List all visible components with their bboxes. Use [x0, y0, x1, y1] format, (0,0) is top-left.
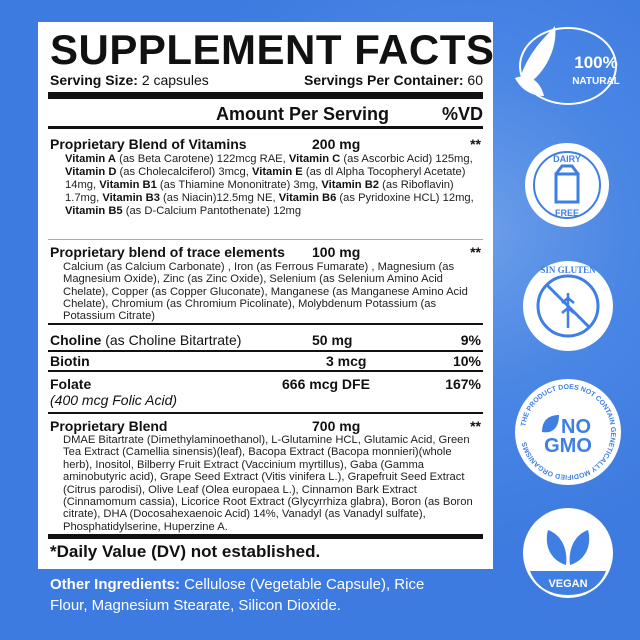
vitamin-source: (as Cholecalciferol) 3mcg, [116, 166, 252, 179]
folate-subtext: (400 mcg Folic Acid) [50, 392, 178, 408]
nutrient-row: Biotin 3 mcg 10% [50, 353, 481, 369]
trace-elements-details: Calcium (as Calcium Carbonate) , Iron (a… [63, 261, 468, 323]
vitamin-name: Vitamin C [288, 153, 341, 165]
vitamin-name: Vitamin B6 [278, 192, 337, 205]
blend-details: DMAE Bitartrate (Dimethylaminoethanol), … [63, 434, 473, 533]
serving-size-label: Serving Size: [50, 72, 138, 88]
nutrient-row: Proprietary blend of trace elements 100 … [50, 244, 481, 260]
thick-divider [48, 534, 483, 539]
vitamin-source: (as Riboflavin) 1.7mg, [65, 179, 454, 205]
badge-text: 100% [574, 53, 617, 72]
daily-value-note: *Daily Value (DV) not established. [50, 542, 321, 561]
nutrient-dv: 9% [460, 332, 481, 348]
gluten-free-icon: SIN GLUTEN [523, 261, 613, 351]
vitamin-name: Vitamin B3 [102, 192, 160, 205]
nutrient-name: Folate [50, 376, 92, 392]
nutrient-name: Choline [50, 332, 102, 348]
vitamin-name: Vitamin B5 [65, 205, 123, 218]
badge-text: SIN GLUTEN [540, 265, 596, 275]
vitamin-source: (as D-Calcium Pantothenate) 12mg [122, 205, 302, 218]
nutrient-dv: ** [470, 136, 481, 152]
other-ingredients-label: Other Ingredients: [50, 576, 181, 593]
natural-leaf-icon: 100% NATURAL [515, 26, 620, 105]
divider [48, 370, 483, 372]
panel-title: SUPPLEMENT FACTS [50, 26, 495, 73]
servings-label: Servings Per Container: [304, 72, 464, 88]
no-gmo-icon: THE PRODUCT DOES NOT CONTAIN GENETICALLY… [515, 379, 621, 485]
badge-text: NATURAL [572, 76, 620, 87]
dairy-free-icon: DAIRY FREE [525, 143, 609, 227]
leaf-icon [542, 415, 559, 433]
nutrient-amount: 700 mg [312, 418, 361, 434]
nutrient-dv: 167% [445, 376, 481, 392]
divider [48, 350, 483, 352]
dv-header: %VD [441, 104, 483, 124]
serving-size: 2 capsules [141, 72, 209, 88]
badge-text: GMO [544, 435, 592, 457]
supplement-facts-panel: SUPPLEMENT FACTS Serving Size: 2 capsule… [38, 22, 495, 569]
nutrient-row: Folate 666 mcg DFE 167% [50, 376, 481, 392]
badge-text: FREE [555, 208, 579, 218]
nutrient-note: (as Choline Bitartrate) [101, 332, 242, 348]
serving-info: Serving Size: 2 capsules Servings Per Co… [50, 72, 483, 88]
vitamin-source: (as Ascorbic Acid) 125mg, [340, 153, 473, 165]
nutrient-row: Proprietary Blend of Vitamins 200 mg ** [50, 136, 481, 152]
nutrient-amount: 50 mg [312, 332, 353, 348]
divider [48, 323, 483, 325]
servings: 60 [467, 72, 483, 88]
vitamin-name: Vitamin E [251, 166, 303, 179]
nutrient-amount: 200 mg [312, 136, 361, 152]
vitamin-source: (as Thiamine Mononitrate) 3mg, [156, 179, 322, 192]
divider [48, 412, 483, 414]
other-ingredients: Other Ingredients: Cellulose (Vegetable … [50, 574, 450, 616]
badge-text: DAIRY [553, 154, 581, 164]
nutrient-amount: 666 mcg DFE [282, 376, 370, 392]
divider [48, 126, 483, 129]
other-ingredients-text: Cellulose (Vegetable Capsule), Rice Flou… [50, 576, 425, 614]
vitamin-name: Vitamin B1 [99, 179, 157, 192]
vitamin-name: Vitamin A [65, 153, 116, 165]
nutrient-dv: ** [470, 418, 481, 434]
nutrient-amount: 3 mcg [326, 353, 367, 369]
thick-divider [48, 92, 483, 99]
vitamin-name: Vitamin B2 [321, 179, 380, 192]
divider [48, 239, 483, 240]
nutrient-dv: 10% [452, 353, 481, 369]
nutrient-row: Choline (as Choline Bitartrate) 50 mg 9% [50, 332, 481, 348]
badge-text: VEGAN [548, 578, 587, 590]
vitamin-source: (as dl Alpha Tocopheryl Acetate) 14mg, [65, 166, 466, 192]
vitamin-name: Vitamin D [65, 166, 117, 179]
amount-header: Amount Per Serving [216, 104, 390, 124]
badge-text: NO [561, 416, 591, 438]
nutrient-name: Proprietary blend of trace elements [50, 244, 285, 260]
nutrient-amount: 100 mg [312, 244, 361, 260]
vitamin-source: (as Pyridoxine HCL) 12mg, [336, 192, 474, 205]
vitamin-source: (as Niacin)12.5mg NE, [159, 192, 279, 205]
nutrient-name: Proprietary Blend of Vitamins [50, 136, 247, 152]
nutrient-name: Biotin [50, 353, 90, 369]
vegan-icon: VEGAN [523, 508, 613, 598]
nutrient-name: Proprietary Blend [50, 418, 168, 434]
vitamin-source: (as Beta Carotene) 122mcg RAE, [115, 153, 289, 165]
vitamin-details: Vitamin A (as Beta Carotene) 122mcg RAE,… [65, 153, 485, 218]
nutrient-dv: ** [470, 244, 481, 260]
nutrient-row: Proprietary Blend 700 mg ** [50, 418, 481, 434]
